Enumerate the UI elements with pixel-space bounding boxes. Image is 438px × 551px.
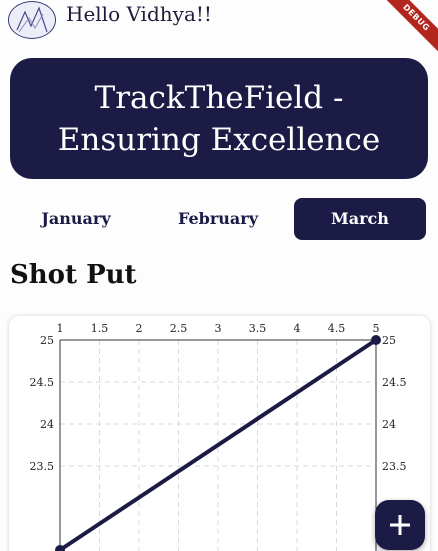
performance-chart-card: 1 1.5 2 2.5 3 3.5 4 4.5 5 25 24.5 24 23.5 25 24.5 24 23.… — [9, 316, 430, 551]
plus-icon — [390, 515, 410, 535]
y-tick-label-left: 25 — [40, 334, 54, 347]
y-tick-label-left: 23.5 — [30, 460, 55, 473]
x-tick-label: 1.5 — [91, 322, 109, 335]
month-selector: January February March — [0, 198, 438, 240]
x-tick-label: 3 — [215, 322, 222, 335]
y-tick-label-right: 25 — [382, 334, 396, 347]
x-tick-label: 1 — [57, 322, 64, 335]
y-tick-label-right: 23.5 — [382, 460, 407, 473]
app-title-banner: TrackTheField - Ensuring Excellence — [10, 58, 428, 179]
app-header: Hello Vidhya!! DEBUG — [0, 0, 438, 52]
y-tick-label-left: 24.5 — [30, 376, 55, 389]
performance-line-chart: 1 1.5 2 2.5 3 3.5 4 4.5 52524.52423.52524.52423.… — [30, 322, 407, 551]
app-title-line-1: TrackTheField - — [94, 79, 344, 116]
x-tick-label: 3.5 — [249, 322, 267, 335]
avatar-logo-icon — [16, 6, 48, 33]
x-tick-label: 2.5 — [170, 322, 188, 335]
event-title: Shot Put — [10, 260, 137, 290]
month-tab-march[interactable]: March — [294, 198, 426, 240]
data-point — [371, 335, 381, 345]
debug-banner: DEBUG — [382, 0, 438, 52]
data-point — [55, 545, 65, 551]
avatar[interactable] — [8, 1, 56, 39]
x-tick-label: 2 — [136, 322, 143, 335]
month-tab-january[interactable]: January — [41, 209, 111, 228]
app-title-line-2: Ensuring Excellence — [57, 121, 381, 158]
add-record-button[interactable] — [375, 500, 425, 550]
y-tick-label-left: 24 — [40, 418, 54, 431]
x-tick-label: 4.5 — [328, 322, 346, 335]
month-tab-february[interactable]: February — [177, 209, 258, 228]
x-tick-label: 5 — [373, 322, 380, 335]
y-tick-label-right: 24.5 — [382, 376, 407, 389]
y-tick-label-right: 24 — [382, 418, 396, 431]
series-line — [58, 338, 378, 551]
greeting-text: Hello Vidhya!! — [66, 2, 212, 26]
x-tick-label: 4 — [294, 322, 301, 335]
